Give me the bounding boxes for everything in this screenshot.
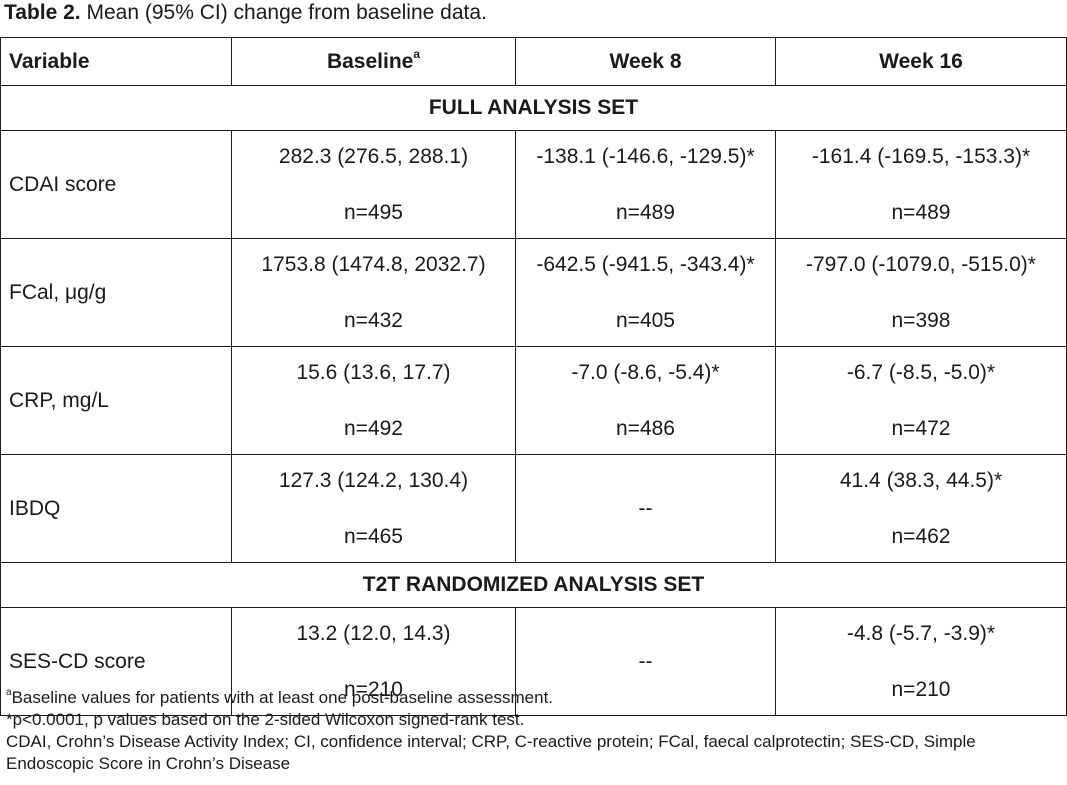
week8-value: -642.5 (-941.5, -343.4)* — [536, 252, 755, 276]
baseline-n: n=495 — [344, 200, 403, 224]
footnote-a-text: Baseline values for patients with at lea… — [11, 688, 554, 707]
table-row: SES-CD score 13.2 (12.0, 14.3) n=210 -- -… — [0, 607, 1067, 716]
row-baseline: 13.2 (12.0, 14.3) n=210 — [231, 607, 516, 716]
caption-text: Mean (95% CI) change from baseline data. — [86, 1, 487, 24]
caption-label: Table 2. — [4, 1, 81, 24]
footnote-abbreviations: CDAI, Crohn’s Disease Activity Index; CI… — [6, 732, 976, 773]
header-variable: Variable — [0, 37, 232, 86]
table-row: IBDQ 127.3 (124.2, 130.4) n=465 -- 41.4 (… — [0, 454, 1067, 563]
row-week8: -- — [515, 454, 776, 563]
footnote-a-marker: a — [6, 687, 12, 698]
baseline-n: n=492 — [344, 416, 403, 440]
header-baseline-label: Baseline — [326, 49, 414, 73]
row-week8: -642.5 (-941.5, -343.4)* n=405 — [515, 238, 776, 347]
row-baseline: 282.3 (276.5, 288.1) n=495 — [231, 130, 516, 239]
header-week16: Week 16 — [775, 37, 1067, 86]
table-row: CDAI score 282.3 (276.5, 288.1) n=495 -13… — [0, 130, 1067, 239]
row-baseline: 1753.8 (1474.8, 2032.7) n=432 — [231, 238, 516, 347]
header-week8: Week 8 — [515, 37, 776, 86]
row-week16: -6.7 (-8.5, -5.0)* n=472 — [775, 346, 1067, 455]
header-row: Variable Baselinea Week 8 Week 16 — [0, 37, 1067, 86]
section-full-label: FULL ANALYSIS SET — [0, 85, 1067, 131]
week16-value: -6.7 (-8.5, -5.0)* — [846, 360, 996, 384]
row-week16: -797.0 (-1079.0, -515.0)* n=398 — [775, 238, 1067, 347]
baseline-value: 127.3 (124.2, 130.4) — [278, 468, 469, 492]
week16-n: n=472 — [891, 416, 951, 440]
results-table: Variable Baselinea Week 8 Week 16 FULL A… — [0, 37, 1067, 716]
row-week16: 41.4 (38.3, 44.5)* n=462 — [775, 454, 1067, 563]
week16-value: -161.4 (-169.5, -153.3)* — [811, 144, 1031, 168]
row-week8: -138.1 (-146.6, -129.5)* n=489 — [515, 130, 776, 239]
row-variable: CDAI score — [0, 130, 232, 239]
row-variable: CRP, mg/L — [0, 346, 232, 455]
table-caption: Table 2. Mean (95% CI) change from basel… — [4, 1, 487, 25]
baseline-n: n=465 — [344, 524, 403, 548]
section-t2t-label: T2T RANDOMIZED ANALYSIS SET — [0, 562, 1067, 608]
week16-n: n=210 — [891, 677, 951, 701]
week8-n: n=405 — [616, 308, 675, 332]
baseline-value: 282.3 (276.5, 288.1) — [278, 144, 469, 168]
week8-value: -7.0 (-8.6, -5.4)* — [571, 360, 720, 384]
footnote-star: *p<0.0001, p values based on the 2-sided… — [6, 710, 525, 729]
week8-value: -138.1 (-146.6, -129.5)* — [536, 144, 755, 168]
baseline-value: 1753.8 (1474.8, 2032.7) — [261, 252, 486, 276]
week16-value: 41.4 (38.3, 44.5)* — [839, 468, 1003, 492]
baseline-n: n=432 — [344, 308, 403, 332]
row-variable: SES-CD score — [0, 607, 232, 716]
row-variable: IBDQ — [0, 454, 232, 563]
header-baseline-sup: a — [413, 46, 421, 61]
row-week8: -7.0 (-8.6, -5.4)* n=486 — [515, 346, 776, 455]
row-week16: -4.8 (-5.7, -3.9)* n=210 — [775, 607, 1067, 716]
row-baseline: 127.3 (124.2, 130.4) n=465 — [231, 454, 516, 563]
week16-n: n=398 — [891, 308, 951, 332]
week16-value: -4.8 (-5.7, -3.9)* — [846, 621, 996, 645]
row-variable: FCal, μg/g — [0, 238, 232, 347]
week16-n: n=462 — [891, 524, 951, 548]
header-baseline: Baselinea — [231, 37, 516, 86]
week8-n: n=486 — [616, 416, 675, 440]
section-row-full: FULL ANALYSIS SET — [0, 85, 1067, 131]
footnotes: aBaseline values for patients with at le… — [6, 687, 1061, 775]
baseline-value: 13.2 (12.0, 14.3) — [296, 621, 451, 645]
row-week16: -161.4 (-169.5, -153.3)* n=489 — [775, 130, 1067, 239]
footnote-a: aBaseline values for patients with at le… — [6, 687, 1061, 709]
table-row: FCal, μg/g 1753.8 (1474.8, 2032.7) n=432 … — [0, 238, 1067, 347]
baseline-value: 15.6 (13.6, 17.7) — [296, 360, 451, 384]
row-baseline: 15.6 (13.6, 17.7) n=492 — [231, 346, 516, 455]
table-row: CRP, mg/L 15.6 (13.6, 17.7) n=492 -7.0 (-… — [0, 346, 1067, 455]
week16-value: -797.0 (-1079.0, -515.0)* — [806, 252, 1036, 276]
baseline-n: n=210 — [344, 677, 403, 701]
row-week8: -- — [515, 607, 776, 716]
week16-n: n=489 — [891, 200, 951, 224]
week8-n: n=489 — [616, 200, 675, 224]
section-row-t2t: T2T RANDOMIZED ANALYSIS SET — [0, 562, 1067, 608]
